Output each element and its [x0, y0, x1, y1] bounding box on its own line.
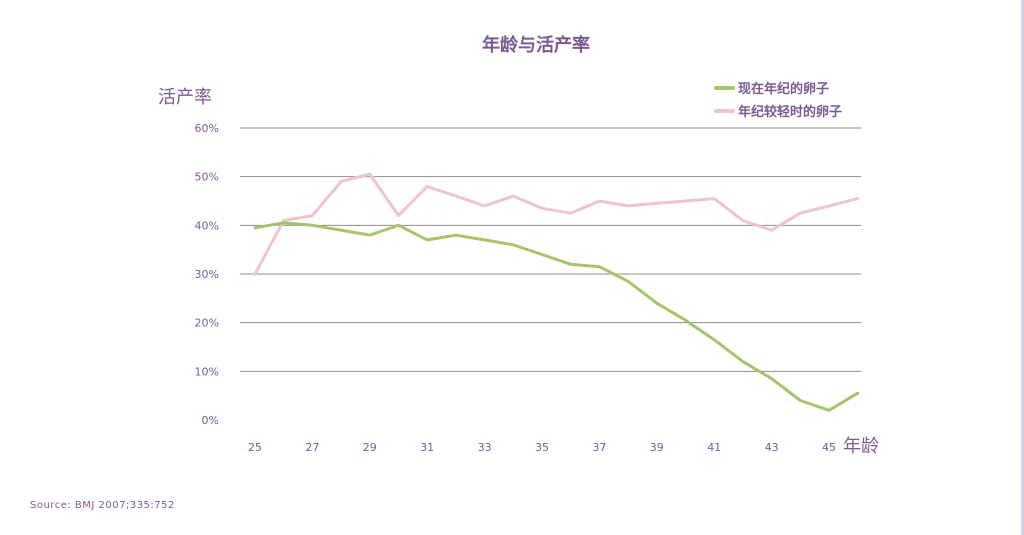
- grid-lines: [240, 127, 861, 372]
- x-tick-label: 43: [765, 441, 779, 454]
- x-tick-label: 27: [305, 441, 319, 454]
- y-tick-label: 50%: [195, 171, 219, 184]
- series-line-current-eggs: [253, 221, 860, 412]
- series-line-younger-eggs: [253, 172, 860, 276]
- chart-title: 年龄与活产率: [482, 34, 590, 56]
- source-note: Source: BMJ 2007;335:752: [30, 500, 175, 511]
- x-tick-label: 33: [478, 441, 492, 454]
- y-tick-label: 0%: [202, 414, 219, 427]
- x-axis-label: 年龄: [843, 436, 879, 457]
- x-tick-label: 41: [707, 441, 721, 454]
- x-tick-label: 37: [592, 441, 606, 454]
- y-axis-label: 活产率: [158, 87, 212, 108]
- x-tick-label: 29: [363, 441, 377, 454]
- legend-label-current-eggs: 现在年纪的卵子: [738, 81, 829, 97]
- legend: 现在年纪的卵子 年纪较轻时的卵子: [714, 81, 842, 120]
- x-tick-label: 25: [248, 441, 262, 454]
- series-lines: [253, 172, 860, 412]
- legend-label-younger-eggs: 年纪较轻时的卵子: [738, 104, 842, 120]
- y-tick-label: 30%: [195, 268, 219, 281]
- x-tick-labels: 25 27 29 31 33 35 37 39 41 43 45: [248, 441, 836, 454]
- right-edge-border: [1021, 0, 1024, 535]
- x-tick-label: 35: [535, 441, 549, 454]
- y-tick-label: 60%: [195, 122, 219, 135]
- y-tick-labels: 0% 10% 20% 30% 40% 50% 60%: [195, 122, 219, 427]
- x-tick-label: 39: [650, 441, 664, 454]
- x-tick-label: 45: [822, 441, 836, 454]
- y-tick-label: 10%: [195, 365, 219, 378]
- y-tick-label: 20%: [195, 317, 219, 330]
- x-tick-label: 31: [420, 441, 434, 454]
- y-tick-label: 40%: [195, 219, 219, 232]
